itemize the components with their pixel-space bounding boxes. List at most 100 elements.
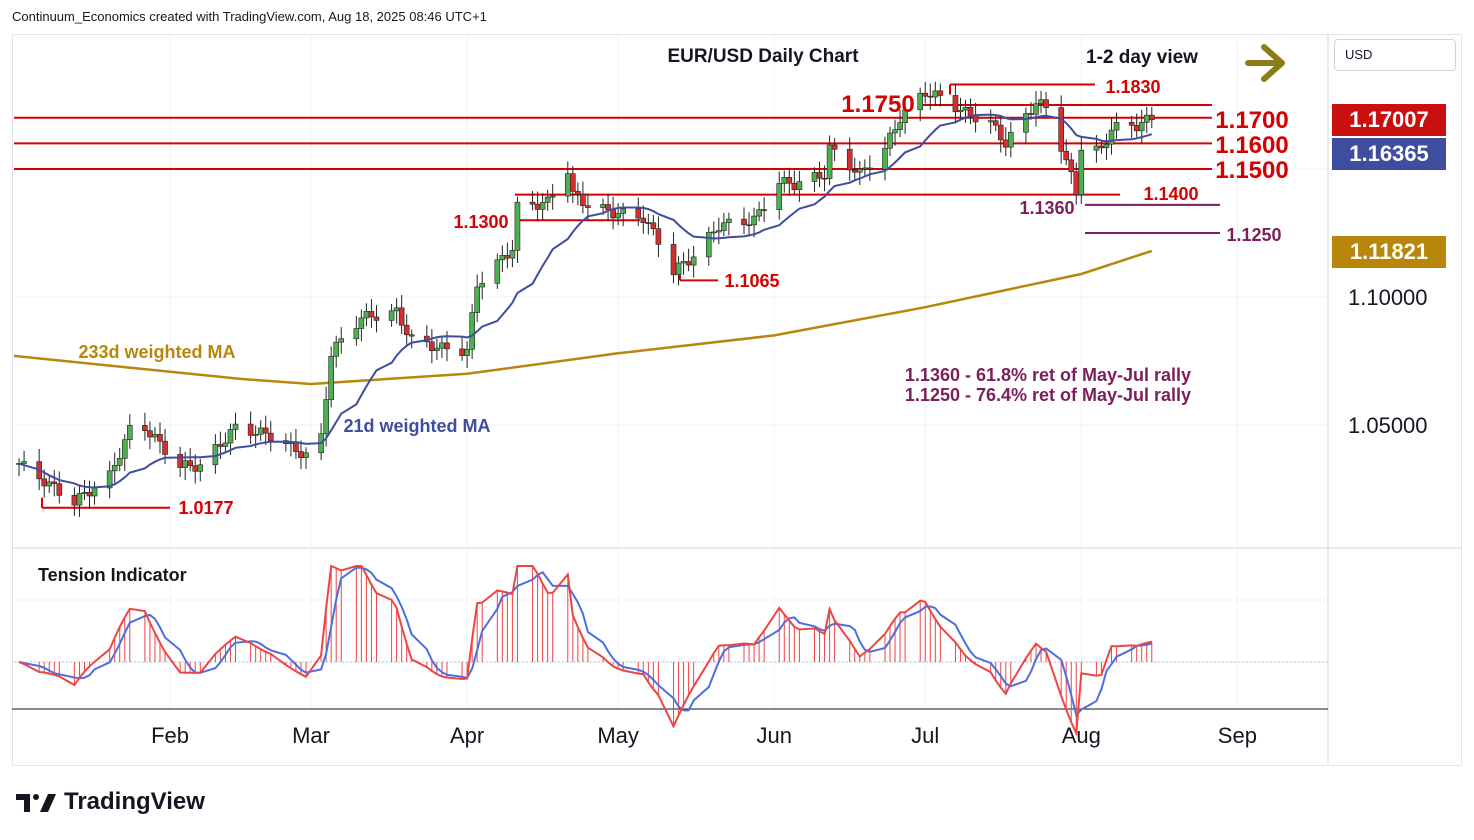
currency-selector[interactable]: USD [1334, 39, 1456, 71]
candle [922, 82, 929, 104]
candle [459, 336, 465, 361]
candle [1058, 95, 1064, 164]
brand-name: TradingView [64, 788, 205, 815]
candle [615, 203, 621, 226]
candle [1023, 107, 1029, 145]
candle [142, 412, 148, 441]
candle [494, 253, 501, 289]
tradingview-footer[interactable]: TradingView [16, 788, 205, 816]
candle [388, 304, 395, 327]
level-label-1065: 1.1065 [724, 271, 779, 291]
candle [856, 161, 863, 186]
candle [756, 201, 762, 222]
candle [862, 159, 868, 176]
candle [1108, 117, 1115, 155]
month-label: Apr [450, 723, 484, 748]
price-axis-label: 1.10000 [1348, 285, 1428, 310]
candle [846, 137, 853, 181]
candle [1063, 139, 1070, 166]
fib-annotation: 1.1360 - 61.8% ret of May-Jul rally [905, 365, 1191, 385]
ma233-price-tag: 1.11821 [1332, 236, 1446, 268]
candle [534, 191, 541, 222]
candle [967, 98, 974, 125]
candle [1143, 106, 1150, 134]
candle [882, 136, 888, 181]
candle [338, 327, 345, 354]
ma233-line [13, 249, 1153, 386]
candle [509, 239, 516, 268]
candle [670, 232, 677, 284]
chart-frame [12, 34, 1462, 766]
candle [937, 83, 944, 107]
candle [997, 114, 1004, 153]
candle [46, 475, 53, 494]
candle [358, 309, 365, 342]
candle [121, 434, 128, 471]
candle [51, 470, 58, 497]
candle [786, 167, 793, 196]
candle [705, 226, 712, 266]
month-label: Jul [911, 723, 939, 748]
candle [16, 458, 22, 477]
candle [741, 207, 747, 235]
candle [685, 248, 692, 272]
ma21-label: 21d weighted MA [343, 416, 490, 436]
candle [1008, 122, 1014, 158]
ma21-price-tag: 1.16365 [1332, 138, 1446, 170]
candle [811, 167, 818, 192]
candle [1103, 133, 1110, 160]
candle [232, 412, 239, 440]
candle [680, 252, 687, 275]
candle [192, 454, 199, 484]
candle [932, 81, 939, 105]
candle [544, 189, 551, 211]
candle [398, 295, 405, 334]
candle [816, 161, 823, 188]
candle [640, 205, 647, 234]
candle [328, 346, 334, 408]
arrow-right-icon [1245, 44, 1285, 82]
fib-label-1250: 1.1250 [1226, 225, 1281, 245]
level-label-1400: 1.1400 [1143, 184, 1198, 204]
candle [303, 447, 309, 469]
candle [867, 155, 873, 181]
candle [564, 161, 571, 203]
level-label-1700: 1.1700 [1215, 107, 1288, 134]
candle [650, 215, 657, 236]
candle [575, 182, 581, 206]
candle [1078, 137, 1085, 204]
candle [791, 170, 798, 196]
candle [549, 183, 556, 210]
candle [504, 242, 511, 269]
candle [81, 479, 88, 501]
candle [212, 434, 219, 474]
candle [1043, 91, 1049, 118]
candle [434, 338, 440, 360]
candle [403, 314, 410, 346]
tension-label: Tension Indicator [38, 565, 187, 585]
candle [288, 432, 294, 457]
candle [726, 212, 732, 236]
candle [1002, 127, 1009, 157]
view-label: 1-2 day view [1086, 47, 1198, 68]
candle [826, 135, 833, 185]
candle [126, 414, 133, 449]
candle [373, 305, 380, 333]
candle [514, 196, 521, 264]
candle [1033, 91, 1039, 127]
candle [635, 197, 642, 226]
candle [831, 138, 838, 162]
candle [610, 196, 616, 230]
candle [187, 448, 194, 472]
candle [781, 170, 788, 193]
candle [363, 303, 370, 327]
candle [776, 171, 783, 220]
candle [479, 271, 486, 300]
candle [222, 432, 229, 453]
candle [147, 421, 153, 450]
candle [761, 197, 767, 223]
price-axis-label: 1.05000 [1348, 413, 1428, 438]
candle [76, 485, 83, 517]
candle [177, 446, 183, 478]
